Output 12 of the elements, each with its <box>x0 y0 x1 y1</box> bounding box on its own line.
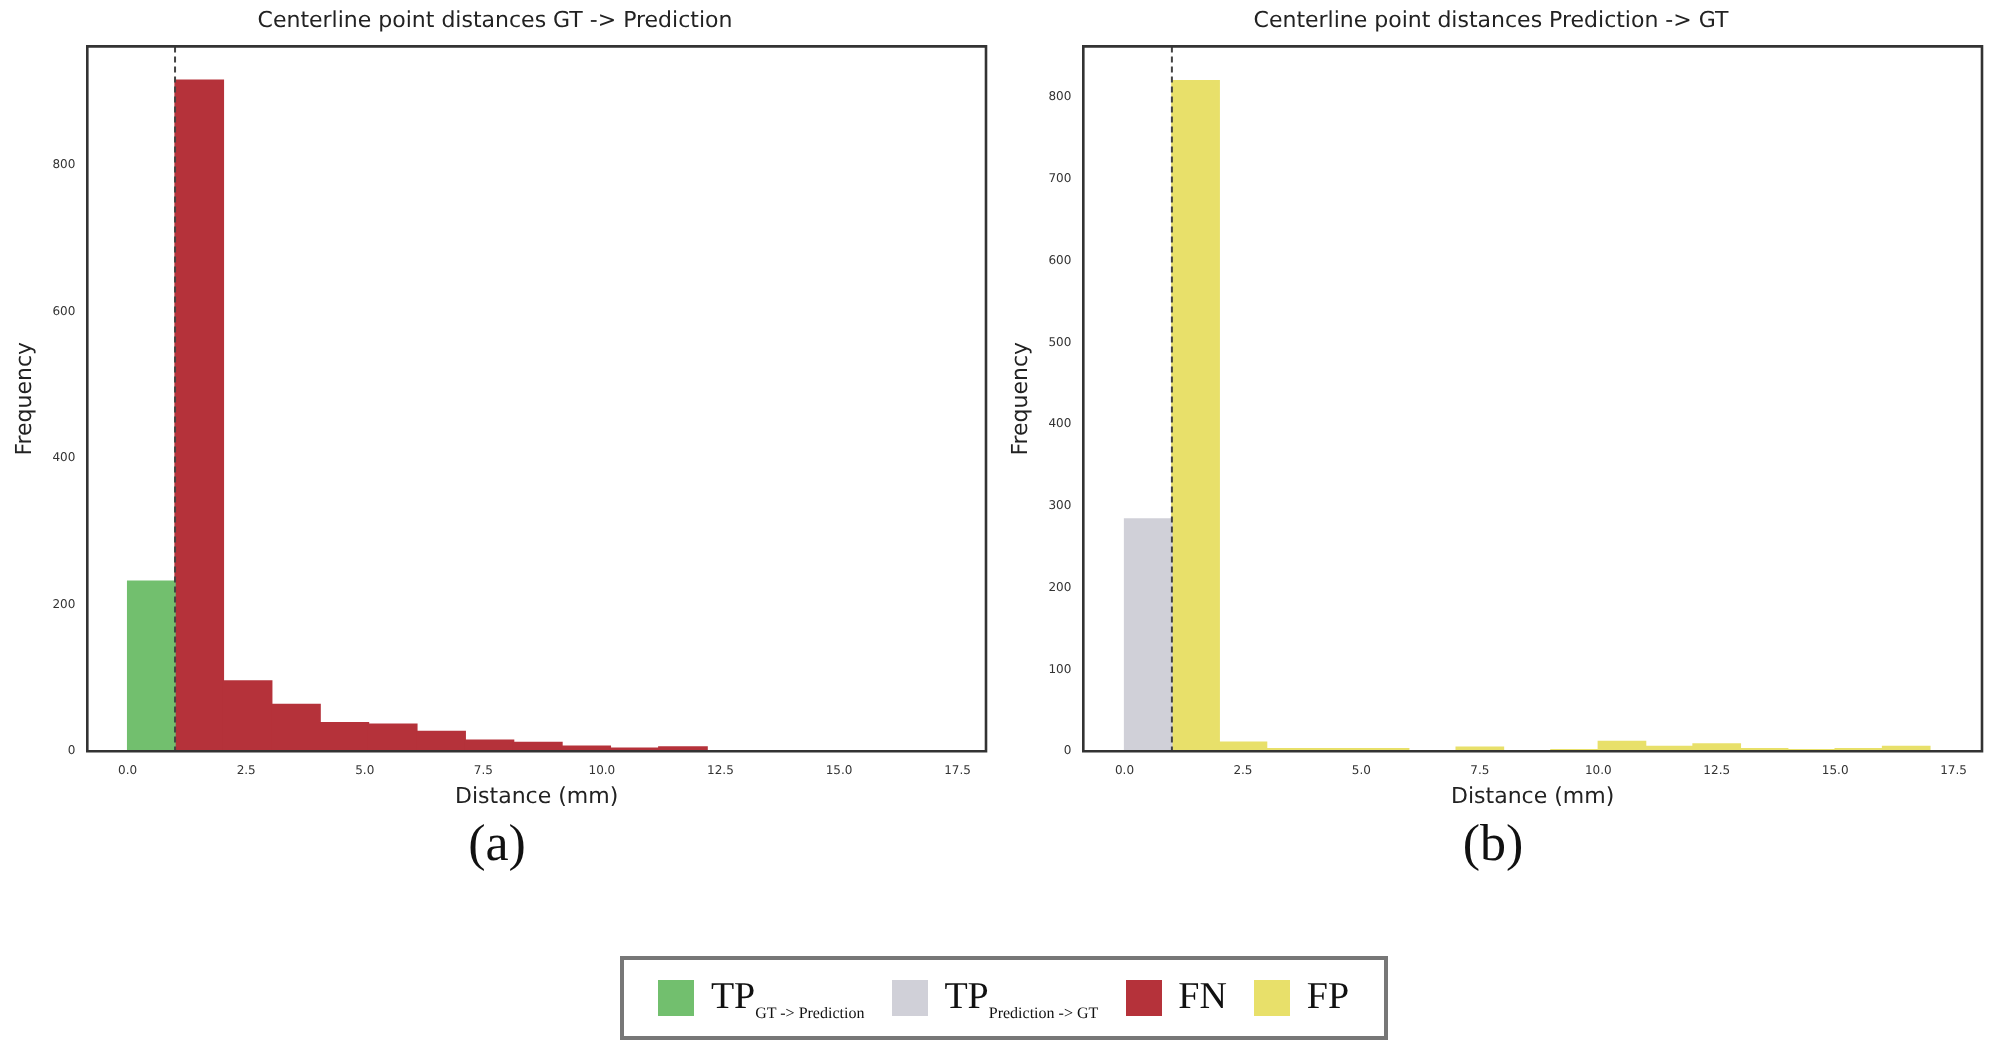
legend-label: FP <box>1306 976 1350 1020</box>
y-axis-title: Frequency <box>1006 341 1033 456</box>
y-axis-title: Frequency <box>10 341 37 456</box>
legend-label: FN <box>1178 976 1227 1020</box>
legend-label: TP$_{Prediction -> GT}$ <box>944 975 1099 1021</box>
text: (a) <box>466 814 528 874</box>
x-axis-title: Distance (mm) <box>1451 782 1615 809</box>
chart-title: Centerline point distances Prediction -> GT <box>1253 6 1729 33</box>
legend-label: TP$_{GT -> Prediction}$ <box>710 975 865 1021</box>
chart-title: Centerline point distances GT -> Prediction <box>257 6 733 33</box>
text: (b) <box>1460 814 1526 874</box>
x-axis-title: Distance (mm) <box>455 782 619 809</box>
